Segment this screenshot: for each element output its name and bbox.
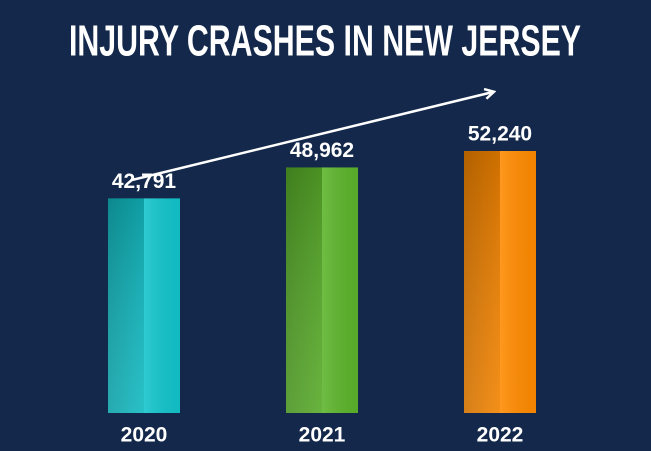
value-label: 42,791: [112, 170, 177, 193]
bar-shade: [464, 151, 500, 413]
bar-shade: [108, 198, 144, 413]
bar-shade: [286, 167, 322, 413]
x-tick-label: 2021: [299, 424, 346, 447]
value-label: 52,240: [468, 123, 532, 146]
x-tick-label: 2020: [121, 424, 168, 447]
chart-title: INJURY CRASHES IN NEW JERSEY: [69, 17, 581, 66]
value-label: 48,962: [290, 139, 354, 162]
trend-arrow: [131, 92, 493, 182]
x-tick-label: 2022: [477, 424, 524, 447]
